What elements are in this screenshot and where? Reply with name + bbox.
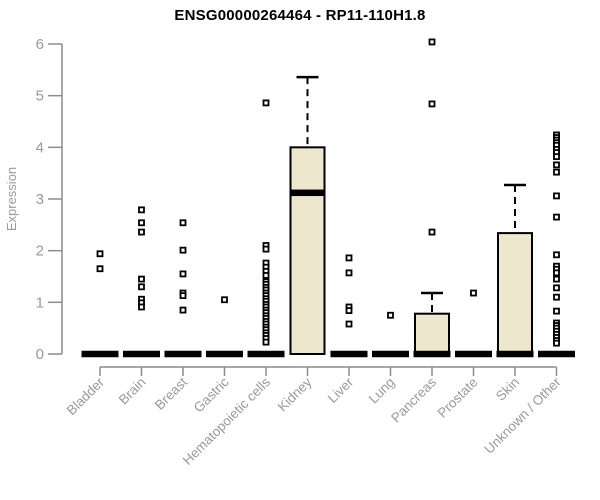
outlier-point — [96, 265, 104, 273]
y-tick-label: 0 — [36, 346, 44, 363]
outlier-point — [345, 307, 353, 314]
x-tick-label: Gastric — [191, 374, 232, 415]
chart-title: ENSG00000264464 - RP11-110H1.8 — [174, 7, 426, 24]
outlier-point — [262, 272, 270, 279]
median-line — [81, 350, 119, 358]
outlier-point — [553, 251, 560, 259]
box — [289, 146, 326, 355]
x-tick-label: Prostate — [434, 375, 480, 421]
outlier-point — [138, 228, 145, 236]
median-line — [123, 350, 160, 358]
outlier-point — [553, 153, 560, 161]
x-tick-label: Lung — [366, 375, 398, 407]
median-line — [330, 350, 368, 358]
outlier-point — [138, 275, 145, 283]
outlier-point — [138, 283, 145, 291]
outlier-point — [138, 206, 145, 214]
x-tick-label: Brain — [116, 375, 149, 408]
x-tick-label: Breast — [152, 374, 190, 412]
outlier-point — [553, 168, 560, 176]
y-tick-label: 1 — [36, 294, 44, 311]
outlier-point — [179, 219, 187, 227]
x-tick-label: Kidney — [275, 374, 315, 414]
outlier-point — [138, 219, 145, 227]
median-line — [247, 350, 285, 358]
median-line — [413, 350, 451, 358]
outlier-point — [262, 338, 270, 346]
outlier-point — [345, 320, 353, 328]
median-line — [206, 350, 243, 358]
y-tick-label: 6 — [36, 36, 44, 53]
outlier-point — [387, 311, 394, 319]
y-tick-label: 2 — [36, 243, 44, 260]
x-tick-label: Pancreas — [388, 374, 439, 425]
outlier-point — [428, 228, 436, 236]
y-axis-title: Expression — [4, 167, 19, 231]
median-line — [164, 350, 202, 358]
outlier-point — [262, 245, 270, 253]
outlier-point — [179, 306, 187, 314]
median-line — [455, 350, 492, 358]
median-line — [290, 189, 325, 197]
outlier-point — [553, 293, 560, 301]
y-tick-label: 5 — [36, 88, 44, 105]
outlier-point — [96, 250, 104, 258]
outlier-point — [179, 246, 187, 254]
outlier-point — [553, 192, 560, 200]
outlier-point — [262, 99, 270, 107]
outlier-point — [345, 269, 353, 277]
outlier-point — [553, 161, 560, 169]
box — [497, 232, 533, 355]
y-tick-label: 4 — [36, 139, 44, 156]
x-tick-label: Skin — [493, 375, 522, 404]
y-tick-label: 3 — [36, 191, 44, 208]
outlier-point — [138, 303, 145, 311]
x-tick-label: Liver — [325, 374, 357, 406]
median-line — [372, 350, 409, 358]
outlier-point — [179, 292, 187, 300]
box — [414, 312, 450, 356]
x-tick-label: Bladder — [64, 374, 108, 418]
outlier-point — [553, 213, 560, 221]
x-tick-label: Unknown / Other — [481, 374, 564, 457]
outlier-point — [179, 270, 187, 278]
outlier-point — [553, 307, 560, 315]
median-line — [496, 350, 534, 358]
median-line — [538, 350, 575, 358]
outlier-point — [470, 289, 477, 297]
outlier-point — [221, 296, 228, 304]
outlier-point — [553, 275, 560, 283]
outlier-point — [553, 339, 560, 347]
outlier-point — [428, 100, 436, 108]
outlier-point — [553, 284, 560, 292]
outlier-point — [345, 254, 353, 262]
outlier-point — [553, 269, 560, 277]
outlier-point — [428, 38, 436, 46]
